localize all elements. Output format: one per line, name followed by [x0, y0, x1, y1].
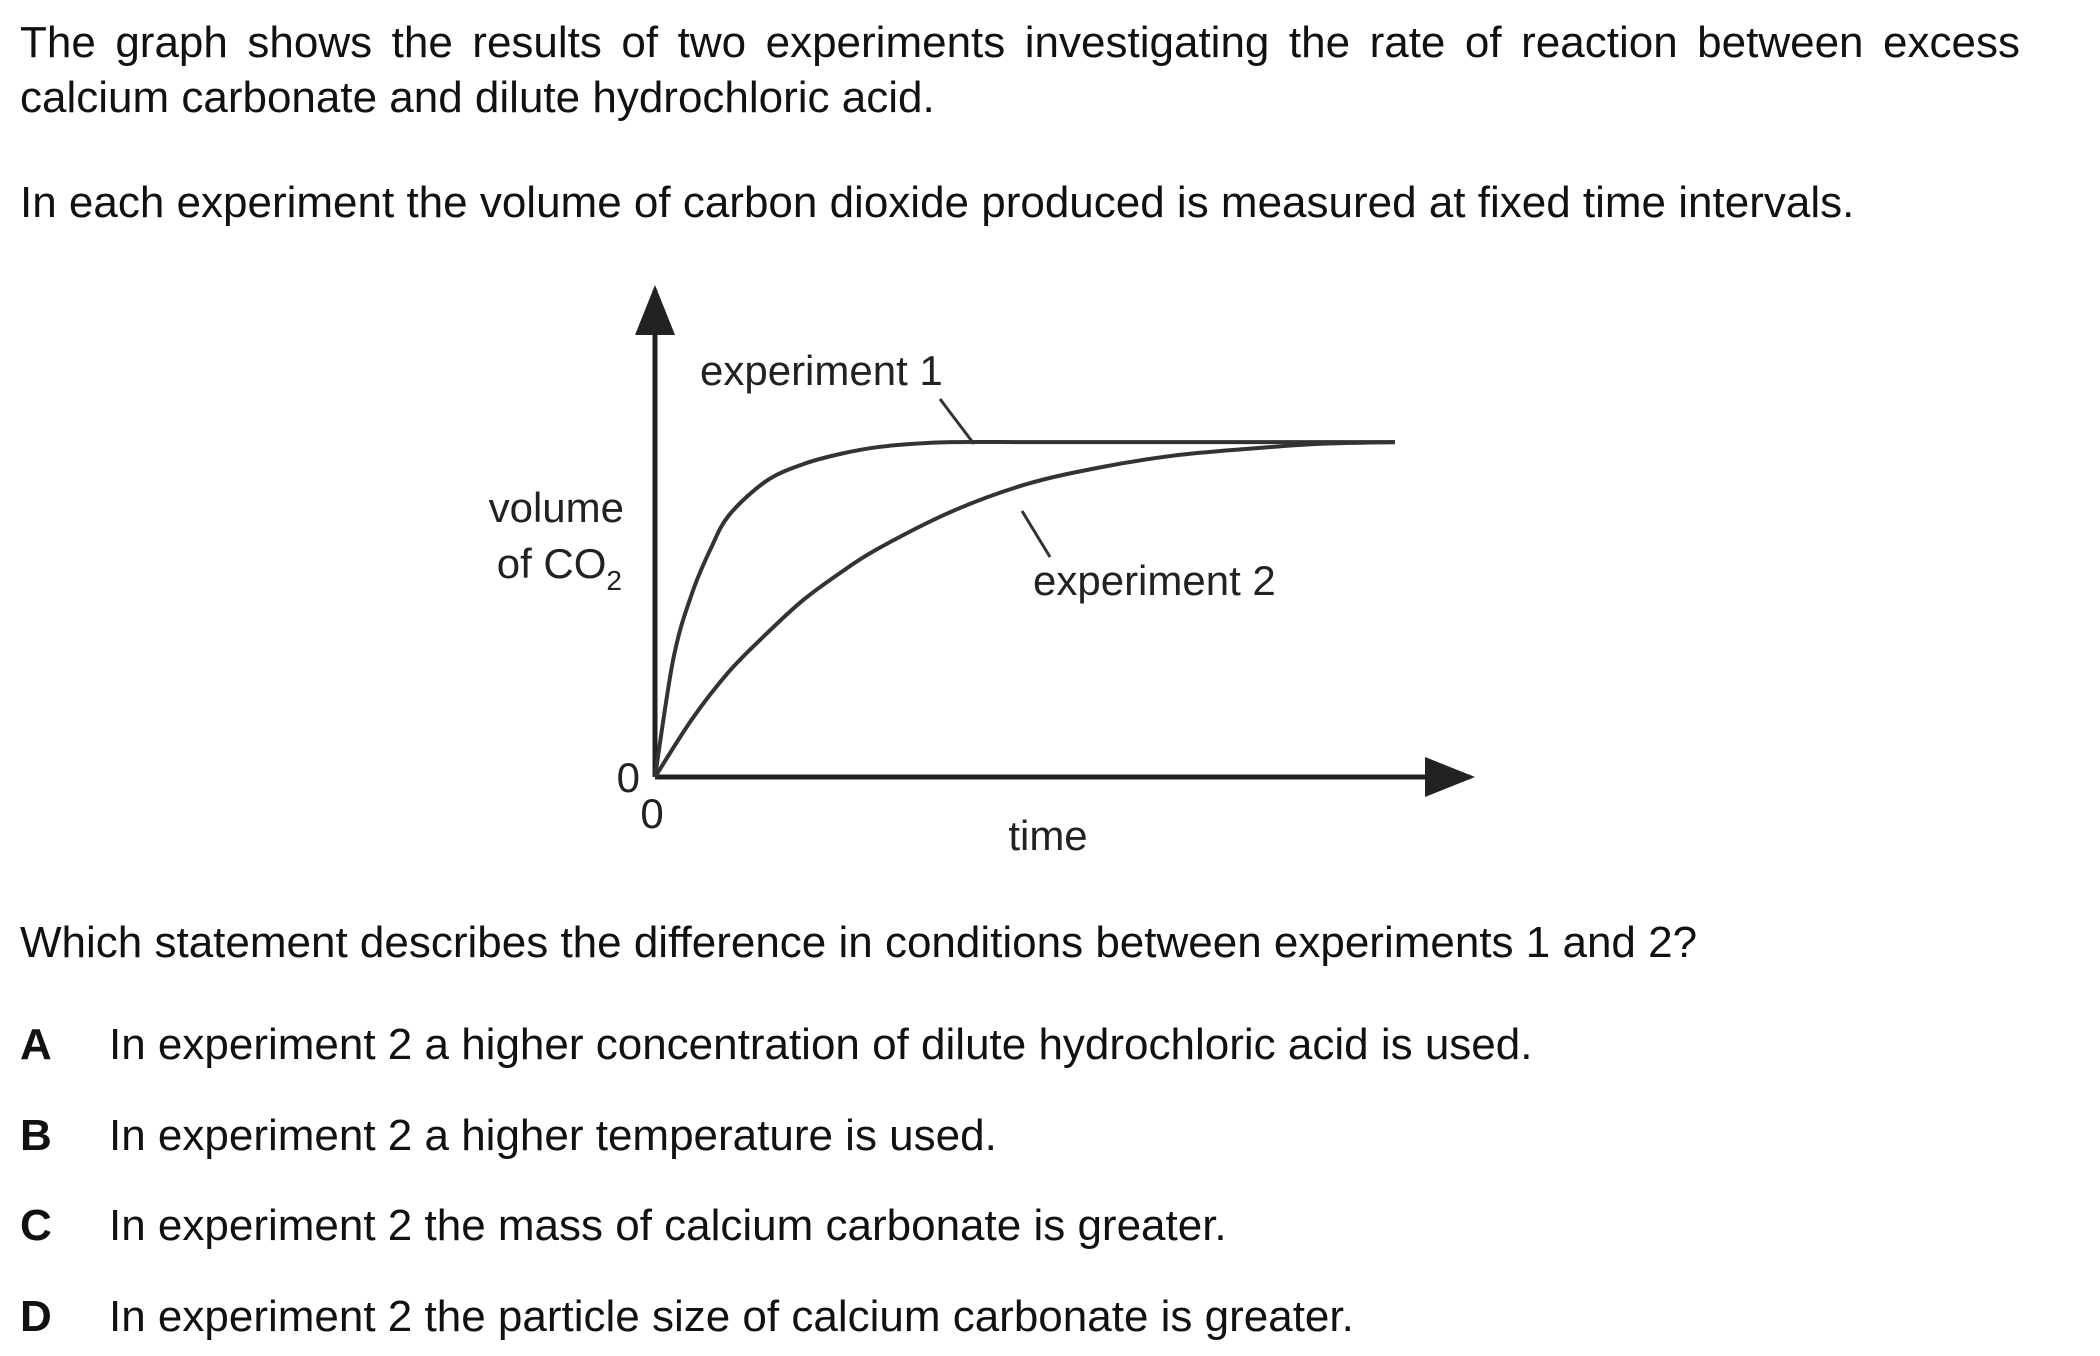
experiment-2-leader-line — [1020, 510, 1052, 558]
option-d-letter: D — [20, 1292, 52, 1341]
x-axis-label: time — [1008, 812, 1087, 859]
option-a[interactable]: A In experiment 2 a higher concentration … — [20, 1017, 1532, 1072]
option-b[interactable]: B In experiment 2 a higher temperature is… — [20, 1108, 997, 1163]
option-c-letter: C — [20, 1201, 52, 1250]
option-a-text: In experiment 2 a higher concentration o… — [109, 1020, 1533, 1069]
y-axis-label-line2: of CO2 — [497, 540, 622, 596]
option-d[interactable]: D In experiment 2 the particle size of ca… — [20, 1289, 1354, 1344]
y-axis-label-line1: volume — [489, 484, 624, 531]
experiment-1-label: experiment 1 — [700, 347, 943, 394]
question-intro: The graph shows the results of two exper… — [20, 18, 2020, 122]
y-origin-label: 0 — [617, 754, 640, 801]
experiment-2-curve — [653, 440, 1396, 779]
x-origin-label: 0 — [640, 790, 663, 837]
option-c[interactable]: C In experiment 2 the mass of calcium car… — [20, 1198, 1227, 1253]
reaction-rate-graph: experiment 1 experiment 2 volume of CO2 … — [489, 285, 1475, 859]
option-d-text: In experiment 2 the particle size of cal… — [109, 1292, 1354, 1341]
question-method: In each experiment the volume of carbon … — [20, 178, 1855, 227]
co2-subscript: 2 — [606, 565, 622, 596]
experiment-1-leader-line — [938, 398, 976, 445]
option-c-text: In experiment 2 the mass of calcium carb… — [109, 1201, 1227, 1250]
experiment-1-curve — [653, 439, 1395, 778]
question-prompt: Which statement describes the difference… — [20, 918, 1698, 967]
option-b-letter: B — [20, 1111, 52, 1160]
option-a-letter: A — [20, 1020, 52, 1069]
experiment-2-label: experiment 2 — [1033, 557, 1276, 604]
option-b-text: In experiment 2 a higher temperature is … — [109, 1111, 997, 1160]
